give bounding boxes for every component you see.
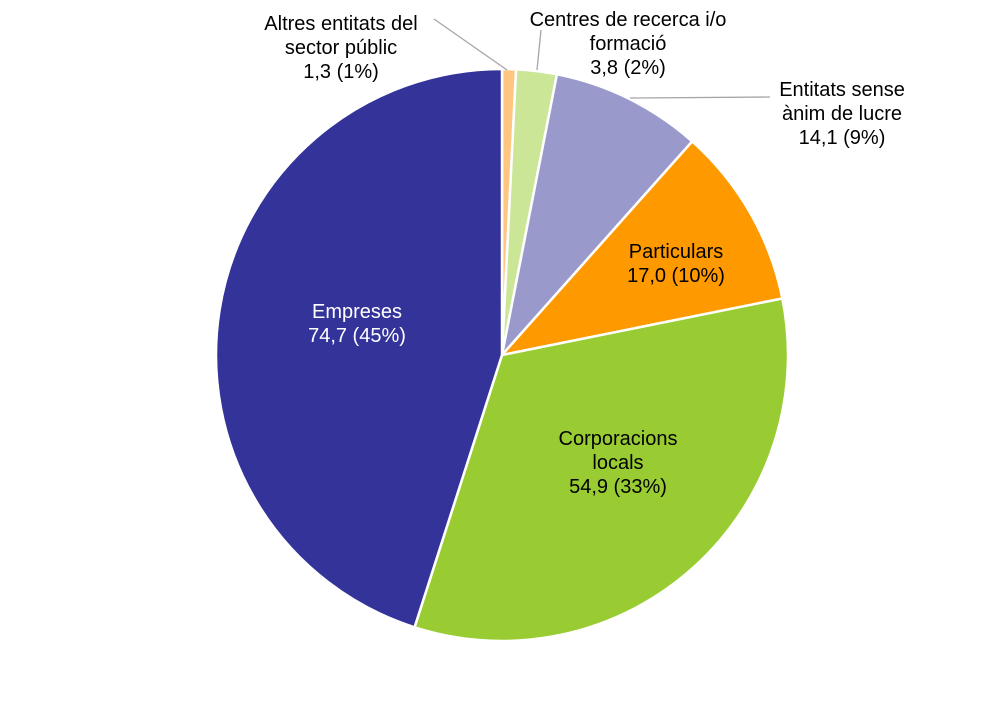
slice-value-label: 3,8 (2%) [590, 57, 666, 79]
slice-label: Centres de recerca i/o formació 3,8 (2%) [530, 9, 727, 79]
leader-lines [433, 18, 771, 99]
pie-slice [412, 296, 790, 643]
pie-slice [214, 67, 504, 629]
slice-label: Particulars 17,0 (10%) [627, 241, 725, 287]
slice-value-label: 1,3 (1%) [303, 61, 379, 83]
pie-slice [498, 139, 784, 357]
pie-slices [214, 67, 790, 643]
slice-category-label: Particulars [629, 241, 723, 263]
slice-label: Entitats sense ànim de lucre 14,1 (9%) [779, 79, 905, 149]
slice-category-label: Altres entitats del [264, 13, 417, 35]
leader-line [536, 29, 542, 71]
slice-category-label: Centres de recerca i/o [530, 9, 727, 31]
slice-value-label: 54,9 (33%) [569, 476, 667, 498]
slice-value-label: 74,7 (45%) [308, 325, 406, 347]
slice-label: Altres entitats del sector públic 1,3 (1%) [264, 13, 417, 83]
data-labels: Altres entitats del sector públic 1,3 (1%)… [264, 9, 905, 498]
slice-category-label: sector públic [285, 37, 397, 59]
slice-label: Empreses 74,7 (45%) [308, 301, 406, 347]
leader-line [433, 18, 508, 71]
slice-category-label: ànim de lucre [782, 103, 902, 125]
slice-category-label: Corporacions [559, 428, 678, 450]
slice-category-label: Empreses [312, 301, 402, 323]
slice-category-label: locals [592, 452, 643, 474]
slice-category-label: Entitats sense [779, 79, 905, 101]
leader-line [629, 96, 771, 99]
slice-value-label: 14,1 (9%) [799, 127, 886, 149]
slice-value-label: 17,0 (10%) [627, 265, 725, 287]
slice-label: Corporacions locals 54,9 (33%) [559, 428, 678, 498]
pie-slice [499, 72, 694, 360]
slice-category-label: formació [590, 33, 667, 55]
